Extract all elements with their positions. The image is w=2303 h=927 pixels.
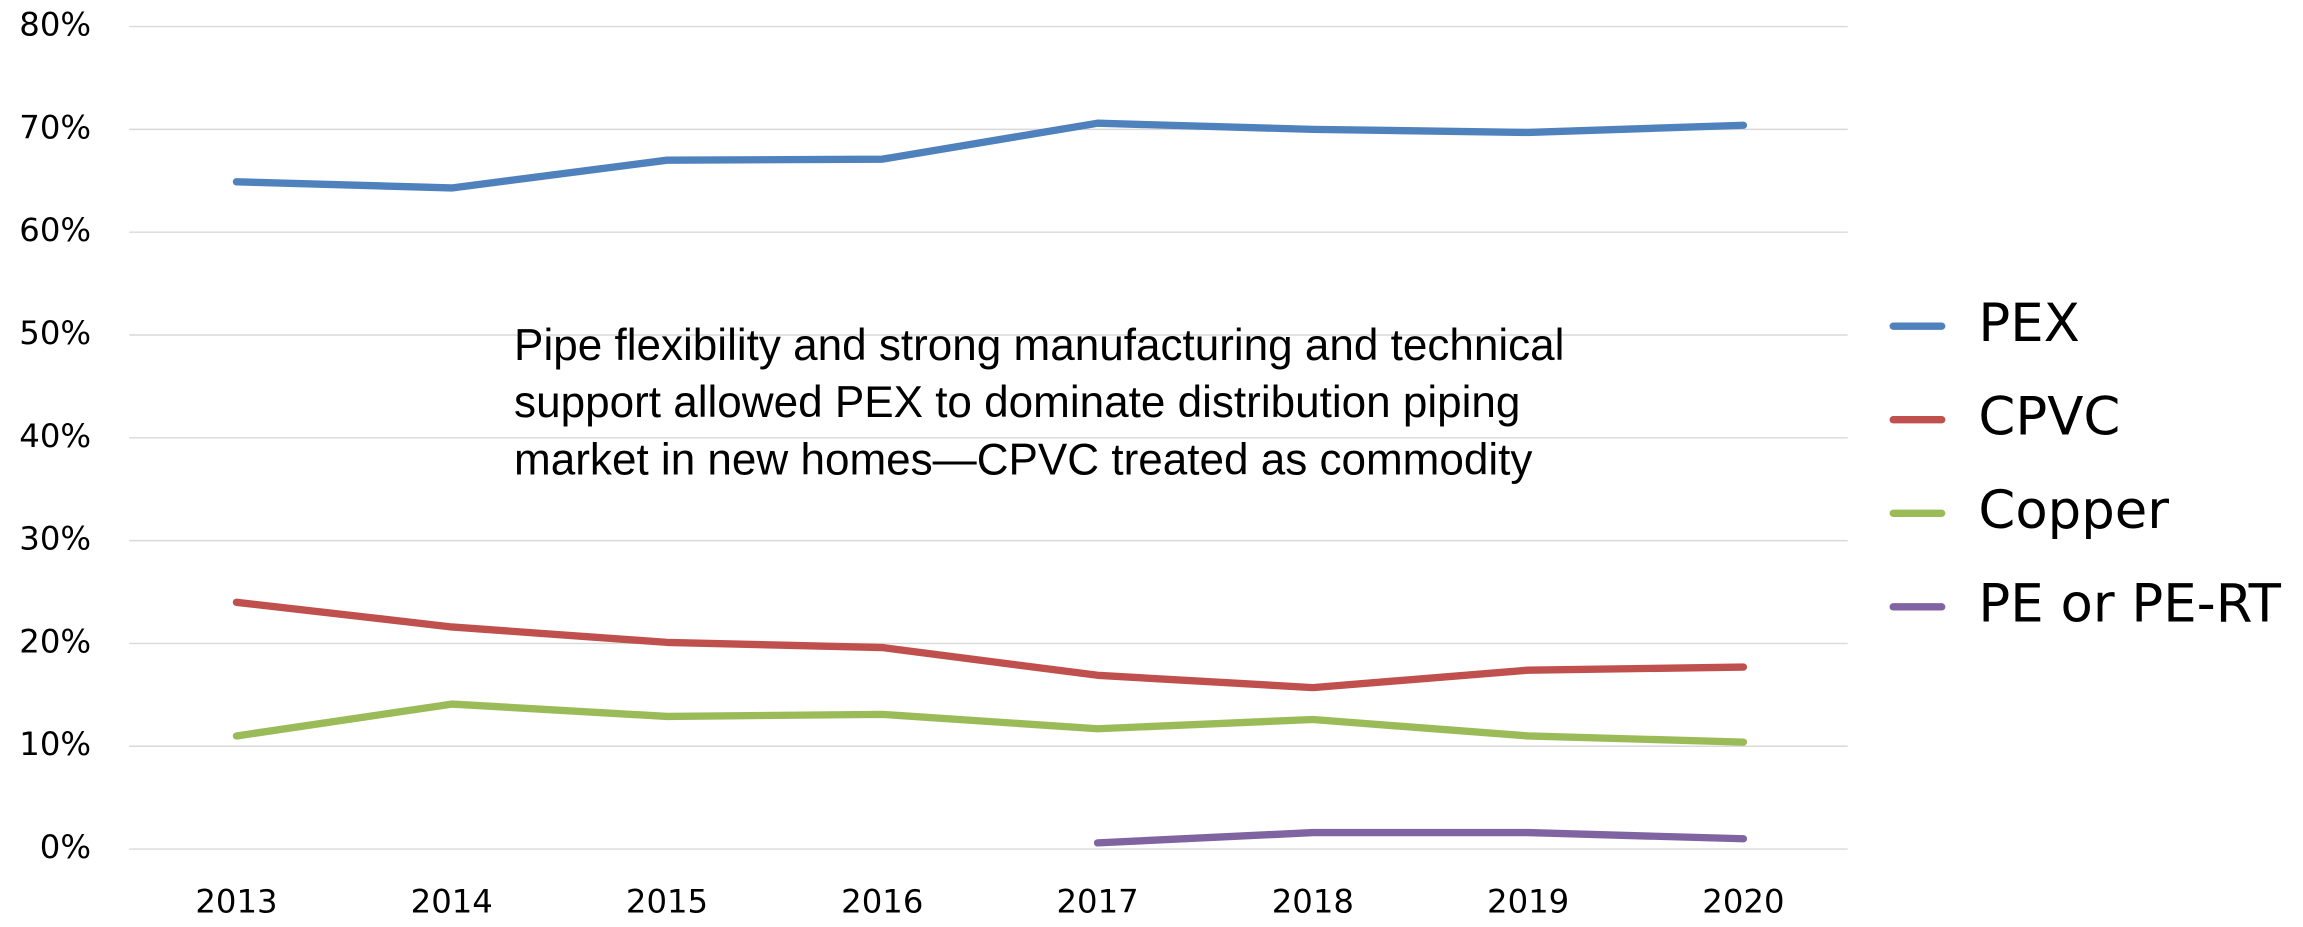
series-line: [232, 700, 1748, 746]
series-line: [232, 598, 1748, 692]
annotation: market in new homes—CPVC treated as comm…: [514, 435, 1532, 484]
annotation: Pipe flexibility and strong manufacturin…: [514, 321, 1564, 370]
x-tick-label: 2019: [1487, 882, 1569, 920]
y-tick-label: 20%: [19, 622, 91, 660]
y-tick-label: 0%: [40, 828, 91, 866]
y-tick-label: 80%: [19, 6, 91, 44]
legend-label: PE or PE-RT: [1978, 573, 2281, 634]
x-tick-label: 2016: [841, 882, 923, 920]
series-line: [1093, 828, 1748, 847]
legend-label: PEX: [1978, 293, 2080, 354]
y-tick-label: 10%: [19, 725, 91, 763]
y-tick-label: 30%: [19, 520, 91, 558]
legend-label: CPVC: [1978, 386, 2120, 447]
x-tick-label: 2013: [195, 882, 277, 920]
x-tick-label: 2014: [411, 882, 493, 920]
y-tick-label: 50%: [19, 314, 91, 352]
annotation: support allowed PEX to dominate distribu…: [514, 378, 1520, 427]
legend-label: Copper: [1978, 480, 2169, 541]
y-tick-label: 40%: [19, 417, 91, 455]
x-tick-label: 2017: [1056, 882, 1138, 920]
y-tick-label: 70%: [19, 108, 91, 146]
y-tick-label: 60%: [19, 211, 91, 249]
x-tick-label: 2020: [1702, 882, 1784, 920]
x-tick-label: 2015: [626, 882, 708, 920]
x-tick-label: 2018: [1272, 882, 1354, 920]
series-line: [232, 119, 1748, 192]
